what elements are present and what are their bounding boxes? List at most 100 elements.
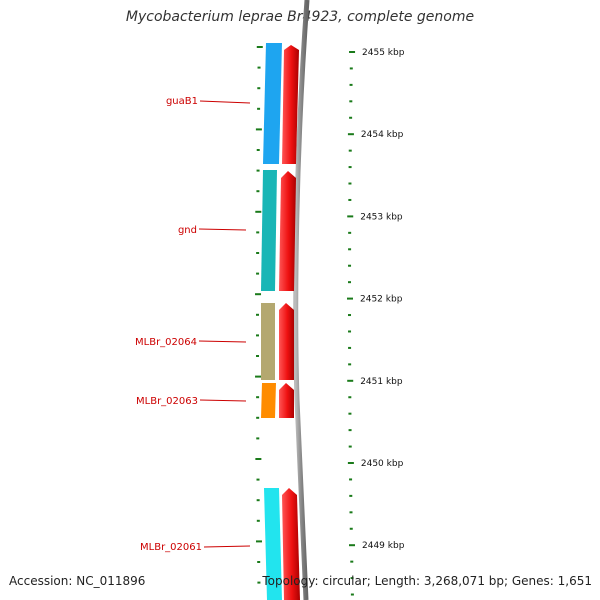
gene-block-guab1[interactable] <box>263 43 282 164</box>
inner-tick <box>255 128 262 131</box>
outer-tick <box>350 560 354 563</box>
cds-arrow-gnd[interactable] <box>279 171 296 291</box>
outer-tick <box>348 314 352 317</box>
scale-label: 2453 kbp <box>360 212 403 222</box>
leader-line-mlbr02061 <box>203 545 251 548</box>
inner-tick <box>256 519 260 522</box>
scale-label: 2452 kbp <box>360 295 403 305</box>
inner-tick <box>256 416 260 419</box>
scale-label: 2455 kbp <box>362 48 405 58</box>
inner-tick <box>255 293 262 296</box>
inner-tick <box>256 499 260 502</box>
inner-tick <box>255 540 262 543</box>
outer-tick <box>349 100 353 103</box>
outer-tick <box>348 231 352 234</box>
outer-tick <box>348 248 352 251</box>
inner-tick <box>256 272 260 275</box>
inner-tick <box>257 87 261 90</box>
inner-tick <box>255 210 262 213</box>
gene-labels: guaB1 gnd MLBr_02064 MLBr_02063 MLBr_020… <box>135 96 251 553</box>
scale-label: 2450 kbp <box>361 459 404 469</box>
cds-arrow-mlbr02064[interactable] <box>279 303 294 380</box>
gene-label-mlbr02061[interactable]: MLBr_02061 <box>140 542 202 553</box>
outer-tick <box>348 198 352 201</box>
outer-tick <box>349 67 353 70</box>
outer-tick <box>348 166 352 169</box>
outer-tick <box>349 527 353 530</box>
accession-label: Accession: NC_011896 <box>9 574 146 588</box>
inner-tick <box>256 396 260 399</box>
gene-block-mlbr02061[interactable] <box>264 488 282 600</box>
outer-tick <box>348 412 352 415</box>
leader-line-mlbr02064 <box>198 340 247 343</box>
outer-tick <box>349 511 353 514</box>
outer-tick <box>347 133 354 136</box>
outer-tick <box>347 297 354 300</box>
gene-block-mlbr02064[interactable] <box>261 303 275 380</box>
outer-tick <box>349 83 353 86</box>
inner-tick <box>256 437 260 440</box>
scale-label: 2449 kbp <box>362 541 405 551</box>
outer-tick-marks <box>347 51 356 596</box>
scale-label: 2454 kbp <box>361 130 404 140</box>
inner-tick <box>255 375 262 378</box>
inner-tick <box>256 46 263 48</box>
outer-tick <box>347 462 354 464</box>
inner-tick <box>256 252 260 254</box>
gene-label-guab1[interactable]: guaB1 <box>166 96 198 107</box>
outer-tick <box>348 346 352 349</box>
outer-tick <box>348 363 352 366</box>
gene-block-gnd[interactable] <box>261 170 277 291</box>
inner-tick <box>256 313 260 316</box>
outer-tick <box>349 478 353 481</box>
outer-tick <box>350 577 354 580</box>
inner-tick <box>257 66 261 69</box>
leader-line-guab1 <box>199 100 251 104</box>
outer-tick <box>348 330 352 333</box>
gene-block-mlbr02063[interactable] <box>261 383 276 418</box>
cds-arrow-mlbr02063[interactable] <box>279 383 294 418</box>
leader-line-mlbr02063 <box>199 399 247 402</box>
scale-label: 2451 kbp <box>360 377 403 387</box>
inner-tick <box>256 190 260 193</box>
inner-tick-marks <box>255 46 263 584</box>
gene-label-mlbr02063[interactable]: MLBr_02063 <box>136 396 198 407</box>
outer-tick <box>349 51 356 53</box>
outer-tick <box>348 281 352 284</box>
outer-tick <box>347 379 354 382</box>
inner-tick <box>256 355 260 357</box>
outer-tick <box>348 396 352 399</box>
outer-tick <box>348 445 352 448</box>
inner-tick <box>257 107 261 110</box>
gene-label-gnd[interactable]: gnd <box>178 225 197 236</box>
scale-labels: 2455 kbp 2454 kbp 2453 kbp 2452 kbp 2451 kbp… <box>360 48 405 551</box>
inner-tick <box>256 149 260 151</box>
inner-tick <box>256 478 260 481</box>
inner-tick <box>256 169 260 172</box>
inner-tick <box>256 231 260 234</box>
inner-tick <box>256 334 260 337</box>
leader-line-gnd <box>198 228 247 231</box>
genome-summary: Topology: circular; Length: 3,268,071 bp… <box>262 574 592 588</box>
gene-track <box>261 43 282 600</box>
outer-tick <box>349 494 353 497</box>
outer-tick <box>348 264 352 267</box>
map-title: Mycobacterium leprae Br4923, complete ge… <box>125 9 475 25</box>
outer-tick <box>348 149 352 152</box>
cds-arrow-guab1[interactable] <box>282 45 299 164</box>
cds-track <box>279 45 300 600</box>
outer-tick <box>350 593 354 596</box>
cds-arrow-mlbr02061[interactable] <box>282 488 300 600</box>
inner-tick <box>257 561 261 563</box>
inner-tick <box>257 581 261 584</box>
gene-label-mlbr02064[interactable]: MLBr_02064 <box>135 337 197 348</box>
genome-backbone <box>293 0 310 600</box>
outer-tick <box>348 429 352 432</box>
outer-tick <box>347 215 354 218</box>
outer-tick <box>349 544 356 547</box>
outer-tick <box>348 182 352 185</box>
inner-tick <box>255 458 262 460</box>
outer-tick <box>349 116 353 119</box>
